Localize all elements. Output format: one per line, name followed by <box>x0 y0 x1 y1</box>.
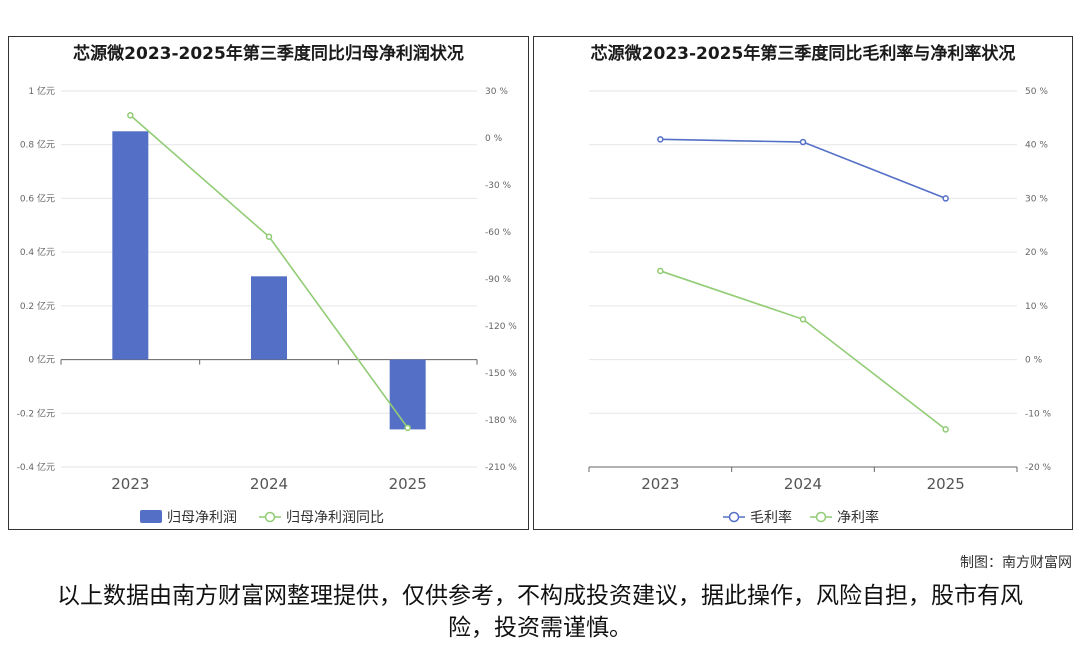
gross-margin-point <box>657 136 664 143</box>
net-profit-bar <box>389 359 426 430</box>
legend-line-marker <box>264 511 276 523</box>
chart-credit: 制图：南方财富网 <box>960 555 1072 571</box>
left-axis-tick-label: -0.2 亿元 <box>17 407 55 419</box>
right-axis-tick-label: -90 % <box>485 275 512 285</box>
disclaimer-text: 以上数据由南方财富网整理提供，仅供参考，不构成投资建议，据此操作，风险自担，股市… <box>57 583 1023 641</box>
category-label: 2023 <box>641 475 679 493</box>
yoy-point <box>127 112 134 119</box>
left-chart-panel: 芯源微2023-2025年第三季度同比归母净利润状况 1 亿元 0.8 亿元 0.6… <box>8 36 529 530</box>
left-chart-title: 芯源微2023-2025年第三季度同比归母净利润状况 <box>73 44 464 64</box>
right-axis-tick-label: -30 % <box>485 181 512 191</box>
legend-gross-label: 毛利率 <box>750 509 792 526</box>
left-axis-tick-label: -0.4 亿元 <box>17 461 55 473</box>
legend-net-label: 净利率 <box>837 509 879 526</box>
left-axis-tick-label: 0.6 亿元 <box>20 192 55 204</box>
yoy-line <box>129 114 409 429</box>
right-axis-tick-label: 0 % <box>485 134 503 144</box>
right-chart-panel: 芯源微2023-2025年第三季度同比毛利率与净利率状况 50 % 40 % 30 … <box>533 36 1073 530</box>
net-margin-point <box>942 426 949 433</box>
right-axis-tick-label: -150 % <box>485 369 517 379</box>
category-label: 2023 <box>111 475 149 493</box>
legend-bar-swatch <box>140 510 162 523</box>
right-axis-tick-label: -180 % <box>485 416 517 426</box>
yoy-point <box>265 233 273 240</box>
right-axis-tick-label: -120 % <box>485 322 517 332</box>
gross-margin-point <box>799 138 807 146</box>
net-margin-line <box>660 270 947 431</box>
category-label: 2024 <box>250 475 288 493</box>
right-axis-tick-label: 30 % <box>485 87 508 97</box>
right-axis-tick-label: -20 % <box>1025 463 1052 473</box>
yoy-point <box>404 424 411 432</box>
right-axis-tick-label: -210 % <box>485 463 517 473</box>
net-margin-point <box>799 316 807 323</box>
right-axis-tick-label: -10 % <box>1025 409 1052 419</box>
category-label: 2024 <box>784 475 822 493</box>
legend-bar-label: 归母净利润 <box>167 509 237 526</box>
right-axis-tick-label: 40 % <box>1025 141 1048 151</box>
left-axis-tick-label: 0.8 亿元 <box>20 139 55 151</box>
right-axis-tick-label: 50 % <box>1025 87 1048 97</box>
left-axis-tick-label: 0.2 亿元 <box>20 300 55 312</box>
category-label: 2025 <box>927 475 965 493</box>
category-label: 2025 <box>389 475 427 493</box>
left-chart-svg: 1 亿元 0.8 亿元 0.6 亿元 0.4 亿元 0.2 亿元 0 亿元 -0.2 亿元 -… <box>17 85 518 526</box>
left-axis-tick-label: 1 亿元 <box>28 85 55 97</box>
left-axis-tick-label: 0 亿元 <box>28 354 55 366</box>
right-axis-tick-label: 0 % <box>1025 356 1043 366</box>
legend-line-label: 归母净利润同比 <box>286 509 384 526</box>
right-axis-tick-label: -60 % <box>485 228 512 238</box>
legend-net-marker <box>815 511 827 523</box>
net-margin-point <box>657 267 664 275</box>
right-axis-tick-label: 20 % <box>1025 248 1048 258</box>
net-profit-bar <box>112 131 149 360</box>
right-axis-tick-label: 10 % <box>1025 302 1048 312</box>
gross-margin-point <box>942 195 949 202</box>
legend-gross-marker <box>728 511 740 523</box>
net-profit-bar <box>251 276 287 360</box>
left-axis-tick-label: 0.4 亿元 <box>20 246 55 258</box>
right-chart-title: 芯源微2023-2025年第三季度同比毛利率与净利率状况 <box>590 44 1016 64</box>
right-axis-tick-label: 30 % <box>1025 194 1048 204</box>
right-chart-svg: 50 % 40 % 30 % 20 % 10 % 0 % -10 % -20 % 2023 202… <box>588 87 1052 526</box>
gross-margin-line <box>660 138 946 200</box>
